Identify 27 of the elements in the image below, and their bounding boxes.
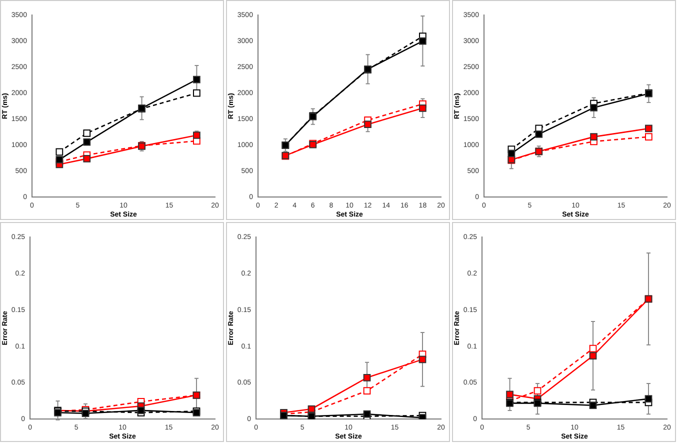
point (363, 387, 371, 394)
point (645, 124, 652, 132)
point (363, 374, 371, 382)
point (83, 129, 91, 137)
point (534, 387, 542, 394)
point (508, 150, 516, 158)
point (644, 395, 652, 402)
point (589, 402, 597, 410)
point (363, 410, 371, 418)
point (308, 405, 316, 413)
point (589, 344, 597, 352)
point (364, 120, 372, 128)
point (590, 104, 598, 112)
point (590, 133, 598, 140)
point (418, 356, 426, 364)
point (535, 130, 543, 138)
point (506, 390, 514, 398)
point (645, 133, 652, 140)
point (83, 138, 91, 146)
point (193, 76, 200, 84)
point (83, 154, 91, 162)
point (419, 37, 426, 45)
point (589, 352, 597, 360)
point (82, 410, 90, 418)
point (56, 148, 64, 156)
point (419, 104, 426, 112)
point (193, 89, 200, 97)
